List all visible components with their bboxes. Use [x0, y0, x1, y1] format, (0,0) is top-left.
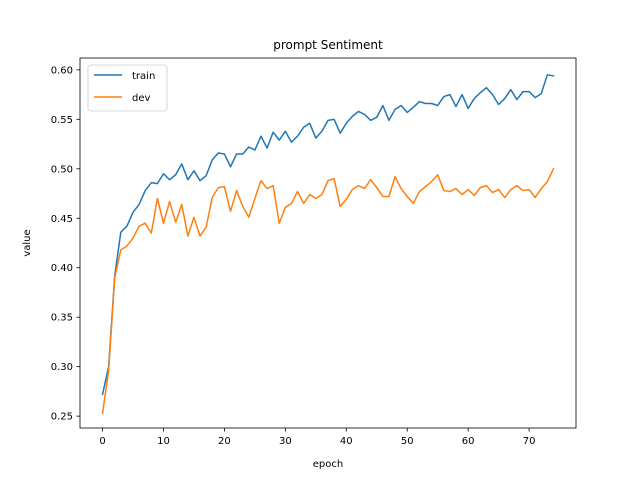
- x-tick-label: 0: [99, 436, 105, 447]
- y-tick-label: 0.45: [51, 214, 73, 225]
- x-tick-label: 10: [157, 436, 170, 447]
- y-tick-label: 0.25: [51, 412, 73, 423]
- y-tick-label: 0.35: [51, 313, 73, 324]
- x-axis: 0 10 20 30 40 50 60 70: [99, 428, 535, 447]
- y-axis-label: value: [22, 229, 33, 256]
- plot-frame: [79, 57, 577, 429]
- x-tick-label: 30: [279, 436, 292, 447]
- x-axis-label: epoch: [313, 459, 343, 470]
- legend-label-dev: dev: [132, 93, 151, 104]
- chart-title: prompt Sentiment: [273, 38, 383, 52]
- y-tick-label: 0.50: [51, 164, 73, 175]
- x-tick-label: 50: [401, 436, 414, 447]
- y-tick-label: 0.30: [51, 362, 73, 373]
- legend-label-train: train: [132, 71, 155, 82]
- legend: train dev: [87, 64, 168, 112]
- x-tick-label: 70: [523, 436, 536, 447]
- y-tick-label: 0.55: [51, 115, 73, 126]
- y-tick-label: 0.40: [51, 263, 73, 274]
- legend-box: [87, 64, 168, 112]
- x-tick-label: 20: [218, 436, 231, 447]
- y-axis: 0.25 0.30 0.35 0.40 0.45 0.50 0.55 0.60: [51, 65, 80, 423]
- x-tick-label: 40: [340, 436, 353, 447]
- series-line-dev: [101, 167, 555, 415]
- y-tick-label: 0.60: [51, 65, 73, 76]
- x-tick-label: 60: [462, 436, 475, 447]
- series-line-train: [101, 74, 555, 396]
- series-layer: [101, 74, 555, 415]
